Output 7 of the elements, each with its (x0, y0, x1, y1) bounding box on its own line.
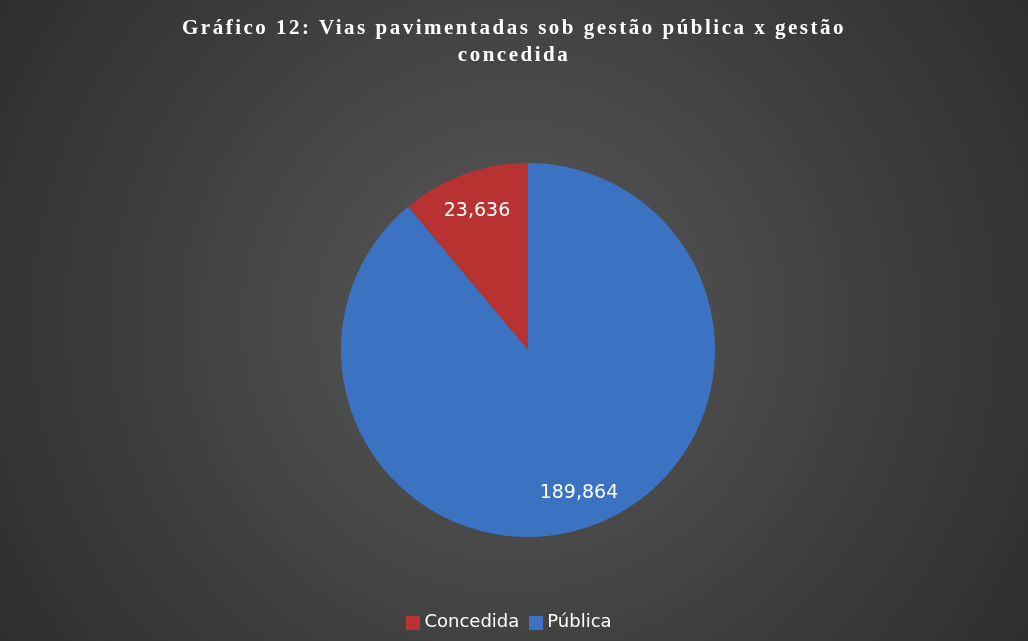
pie-slice (408, 163, 528, 350)
pie-slice (341, 163, 715, 537)
chart-title: Gráfico 12: Vias pavimentadas sob gestão pública x gestão concedida (181, 14, 847, 68)
data-label: 189,864 (539, 479, 619, 502)
legend-label: Concedida (424, 610, 520, 631)
data-label: 23,636 (443, 198, 511, 221)
legend-label: Pública (547, 610, 612, 631)
